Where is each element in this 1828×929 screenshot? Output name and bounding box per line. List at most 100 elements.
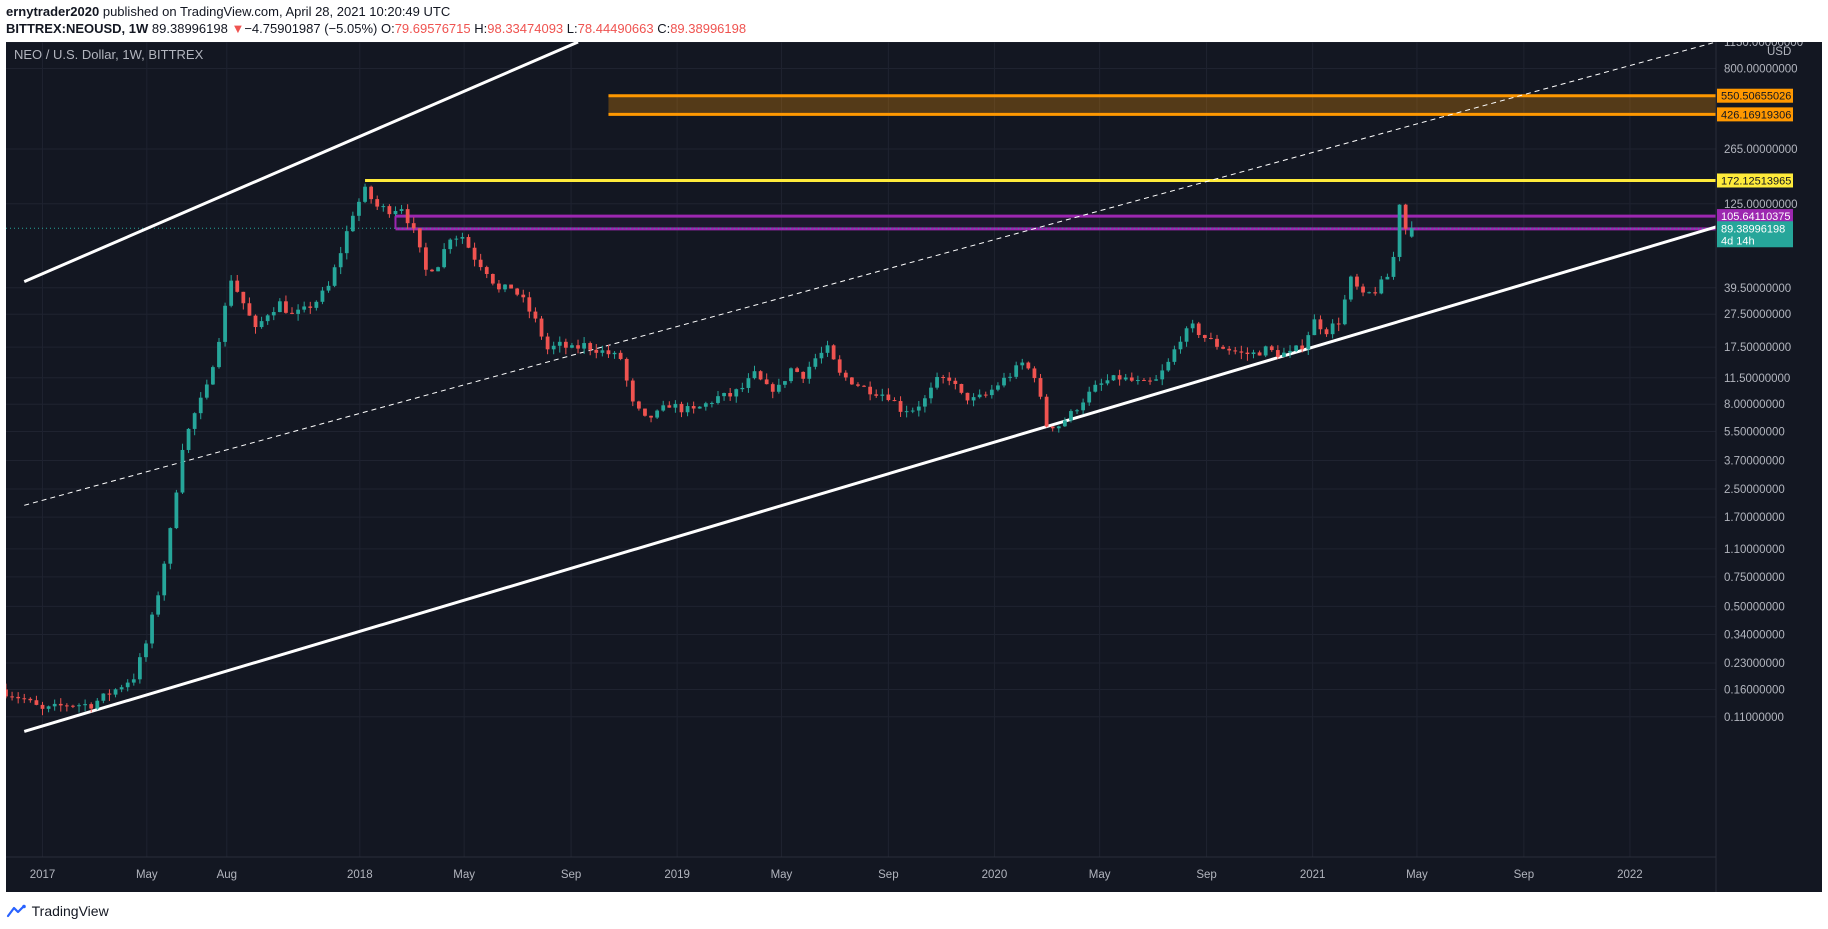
candle-bull — [977, 394, 982, 398]
published-text: published on TradingView.com, April 28, … — [99, 4, 451, 19]
time-tick-label: Sep — [878, 869, 898, 881]
candle-bull — [1014, 365, 1019, 377]
price-tick-label: 0.75000000 — [1724, 572, 1785, 584]
high-value: 98.33474093 — [487, 21, 564, 36]
candle-bull — [1397, 204, 1402, 257]
change-arrow-icon: ▼ — [231, 21, 245, 36]
plot-area[interactable] — [6, 42, 1716, 857]
candle-bull — [582, 343, 587, 349]
candle-bull — [52, 703, 57, 707]
chart-panel[interactable]: 1150.00000000 800.00000000 265.00000000 125… — [6, 42, 1822, 892]
candle-bull — [807, 366, 812, 379]
candle-bear — [10, 696, 14, 698]
candle-bear — [563, 341, 568, 348]
candle-bull — [746, 378, 751, 388]
channel-mid-line — [24, 42, 1717, 506]
candle-bear — [1215, 338, 1219, 347]
candle-bear — [64, 705, 69, 707]
candle-bull — [186, 428, 191, 450]
candle-bear — [831, 345, 836, 360]
price-label-text: 105.64110375 — [1721, 211, 1791, 223]
candle-bear — [892, 400, 897, 402]
candle-bull — [271, 312, 276, 316]
time-axis[interactable]: 2017 May Aug 2018 May Sep 2019 May Sep 2020 May Sep… — [30, 869, 1643, 881]
time-tick-label: May — [136, 869, 158, 881]
candle-bull — [612, 352, 617, 355]
change-value: −4.75901987 (−5.05%) — [244, 21, 378, 36]
candle-bull — [1330, 323, 1335, 335]
candle-bull — [570, 345, 574, 348]
candle-bear — [1202, 335, 1207, 339]
candle-bull — [1154, 379, 1159, 381]
candle-bear — [247, 303, 252, 316]
candle-bull — [685, 406, 690, 413]
candle-bull — [1172, 349, 1177, 362]
candle-bear — [947, 377, 952, 381]
candle-bear — [515, 288, 520, 295]
candle-bear — [16, 696, 21, 699]
candle-bull — [350, 215, 355, 232]
candle-bear — [235, 280, 240, 292]
candle-bull — [1093, 384, 1098, 392]
price-tick-label: 17.50000000 — [1724, 342, 1791, 354]
candle-bull — [180, 449, 185, 493]
price-label-text: 172.12513965 — [1721, 175, 1791, 187]
candle-bear — [484, 267, 489, 274]
candle-bear — [1324, 329, 1329, 335]
candle-bull — [192, 413, 197, 429]
candle-bull — [168, 528, 173, 564]
candle-bull — [131, 679, 136, 683]
time-tick-label: May — [1406, 869, 1428, 881]
candle-bull — [137, 657, 142, 680]
candle-bear — [430, 269, 434, 272]
candle-bull — [825, 345, 830, 353]
candle-bull — [1190, 323, 1195, 329]
candle-bear — [764, 379, 769, 385]
candle-bull — [1160, 370, 1165, 380]
candle-bear — [1209, 338, 1213, 340]
candle-bear — [1117, 375, 1122, 380]
candle-bull — [776, 384, 781, 392]
publication-info: ernytrader2020 published on TradingView.… — [6, 4, 450, 19]
candle-bear — [1026, 362, 1031, 369]
candle-bull — [436, 267, 440, 272]
open-label: O: — [380, 21, 395, 36]
candle-bull — [1294, 345, 1298, 351]
time-tick-label: 2017 — [30, 869, 56, 881]
candle-bear — [643, 408, 647, 416]
candle-bear — [1050, 426, 1055, 429]
candle-bear — [417, 228, 422, 248]
price-tick-label: 800.00000000 — [1724, 63, 1798, 75]
candle-bull — [1135, 380, 1140, 382]
candle-bear — [1361, 286, 1365, 293]
candle-bull — [381, 206, 386, 208]
price-tick-label: 0.50000000 — [1724, 601, 1785, 613]
orange-resistance-zone — [608, 95, 1716, 115]
publisher-name[interactable]: ernytrader2020 — [6, 4, 100, 19]
time-tick-label: 2020 — [982, 869, 1008, 881]
candle-bear — [649, 415, 653, 418]
candle-bear — [1044, 396, 1049, 427]
price-label-box — [1717, 88, 1793, 103]
price-axis-labels: 550.50655026 426.16919306 172.12513965 105.… — [1717, 88, 1793, 248]
candle-bear — [1038, 378, 1043, 397]
low-value: 78.44490663 — [577, 21, 654, 36]
candle-bear — [253, 315, 258, 328]
candle-bear — [576, 345, 580, 349]
candle-bull — [740, 387, 745, 390]
candle-bull — [503, 284, 507, 290]
candle-bull — [904, 411, 909, 413]
candle-bear — [679, 403, 684, 413]
candle-bear — [1148, 380, 1152, 382]
channel-upper-line — [23, 42, 579, 283]
candle-bear — [1403, 204, 1408, 229]
price-axis[interactable]: 1150.00000000 800.00000000 265.00000000 125… — [1724, 42, 1803, 724]
candle-bear — [941, 377, 946, 379]
time-tick-label: Sep — [1196, 869, 1216, 881]
candlestick-chart[interactable]: 1150.00000000 800.00000000 265.00000000 125… — [6, 42, 1822, 892]
candle-bear — [34, 700, 39, 705]
price-tick-label: 0.23000000 — [1724, 658, 1785, 670]
candle-bear — [1318, 319, 1323, 330]
tradingview-logo[interactable]: TradingView — [6, 903, 109, 919]
time-tick-label: May — [453, 869, 475, 881]
